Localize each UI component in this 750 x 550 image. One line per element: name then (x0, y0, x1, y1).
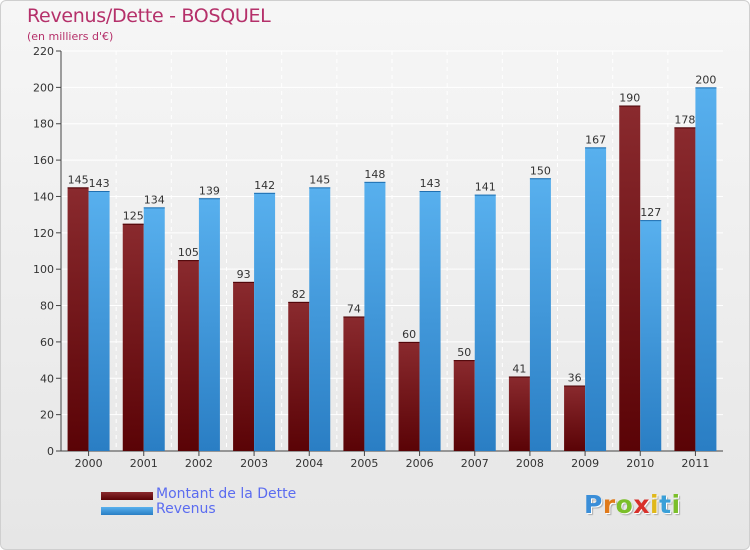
bar-revenus-2010 (640, 220, 662, 451)
bar-dette-2001 (122, 223, 144, 451)
bar-revenus-2006 (419, 191, 441, 451)
bar-dette-2010 (619, 105, 641, 451)
data-label-revenus-2006: 143 (420, 177, 441, 190)
y-tick-label-160: 160 (33, 154, 54, 167)
y-tick-label-20: 20 (40, 409, 54, 422)
logo-letter-4: i (650, 490, 660, 519)
bar-revenus-2001 (143, 207, 165, 451)
y-tick-label-220: 220 (33, 45, 54, 58)
data-label-revenus-2011: 200 (695, 73, 716, 86)
y-tick-label-100: 100 (33, 263, 54, 276)
bar-revenus-2003 (254, 192, 276, 451)
x-tick-label-2003: 2003 (240, 457, 268, 470)
data-label-dette-2002: 105 (178, 246, 199, 259)
x-tick-label-2002: 2002 (185, 457, 213, 470)
y-tick-label-40: 40 (40, 372, 54, 385)
bar-revenus-2008 (529, 178, 551, 452)
data-label-revenus-2008: 150 (530, 164, 551, 177)
bar-revenus-2005 (364, 181, 386, 451)
y-tick-label-180: 180 (33, 118, 54, 131)
bar-revenus-2007 (474, 194, 496, 452)
proxiti-logo: Proxiti (584, 490, 681, 519)
x-tick-label-2004: 2004 (295, 457, 323, 470)
chart-title: Revenus/Dette - BOSQUEL (27, 5, 271, 27)
bar-dette-2006 (398, 341, 420, 451)
bar-dette-2002 (177, 260, 199, 451)
legend-label-dette: Montant de la Dette (156, 486, 297, 502)
chart-subtitle: (en milliers d'€) (27, 30, 114, 43)
bar-dette-2008 (508, 376, 530, 451)
x-tick-label-2006: 2006 (406, 457, 434, 470)
data-label-revenus-2003: 142 (254, 179, 275, 192)
data-label-revenus-2007: 141 (475, 181, 496, 194)
axes: 0 20 40 60 80 100 120 140 160 180 200 220 2000 2001 20… (33, 45, 723, 470)
logo-letter-1: r (602, 490, 616, 519)
data-label-dette-2009: 36 (568, 372, 582, 385)
data-label-dette-2007: 50 (457, 346, 471, 359)
x-tick-label-2005: 2005 (350, 457, 378, 470)
grid (61, 50, 723, 451)
y-tick-label-140: 140 (33, 190, 54, 203)
bar-revenus-2011 (695, 87, 717, 451)
logo-letter-2: o (615, 490, 634, 519)
data-label-revenus-2009: 167 (585, 133, 606, 146)
data-label-revenus-2001: 134 (144, 193, 165, 206)
data-label-revenus-2005: 148 (364, 168, 385, 181)
bar-dette-2000 (67, 187, 89, 451)
y-tick-label-0: 0 (47, 445, 54, 458)
bar-dette-2011 (674, 127, 696, 451)
x-tick-label-2008: 2008 (516, 457, 544, 470)
data-label-dette-2004: 82 (292, 288, 306, 301)
bar-dette-2003 (233, 281, 255, 451)
x-tick-label-2007: 2007 (461, 457, 489, 470)
legend-swatch-revenus (101, 507, 153, 515)
y-tick-label-200: 200 (33, 81, 54, 94)
data-label-revenus-2004: 145 (309, 173, 330, 186)
logo-letter-5: t (659, 490, 672, 519)
data-label-dette-2011: 178 (674, 113, 695, 126)
logo-letter-3: x (633, 490, 650, 519)
bar-dette-2005 (343, 316, 365, 451)
data-label-dette-2006: 60 (402, 328, 416, 341)
bars (67, 87, 717, 452)
data-labels: 145 1431251341051399314282145741486014350… (68, 73, 717, 384)
x-tick-label-2010: 2010 (626, 457, 654, 470)
data-label-dette-2008: 41 (512, 362, 526, 375)
x-tick-label-2001: 2001 (130, 457, 158, 470)
data-label-dette-2000: 145 (68, 173, 89, 186)
bar-revenus-2002 (198, 198, 220, 451)
data-label-revenus-2010: 127 (640, 206, 661, 219)
bar-dette-2009 (564, 385, 586, 451)
data-label-dette-2001: 125 (123, 210, 144, 223)
bar-dette-2004 (288, 301, 310, 451)
x-tick-label-2009: 2009 (571, 457, 599, 470)
y-tick-label-120: 120 (33, 227, 54, 240)
bar-revenus-2004 (309, 187, 331, 451)
y-tick-label-60: 60 (40, 336, 54, 349)
bar-revenus-2000 (88, 191, 110, 451)
logo-letter-6: i (671, 490, 681, 519)
y-tick-label-80: 80 (40, 300, 54, 313)
logo-letter-0: P (584, 490, 603, 519)
data-label-dette-2010: 190 (619, 92, 640, 105)
bar-revenus-2009 (585, 147, 607, 451)
data-label-dette-2003: 93 (237, 268, 251, 281)
x-tick-label-2000: 2000 (75, 457, 103, 470)
legend-label-revenus: Revenus (156, 501, 216, 517)
data-label-revenus-2002: 139 (199, 184, 220, 197)
data-label-dette-2005: 74 (347, 302, 361, 315)
bar-dette-2007 (453, 360, 475, 451)
x-tick-label-2011: 2011 (681, 457, 709, 470)
data-label-revenus-2000: 143 (89, 177, 110, 190)
legend-swatch-dette (101, 492, 153, 500)
